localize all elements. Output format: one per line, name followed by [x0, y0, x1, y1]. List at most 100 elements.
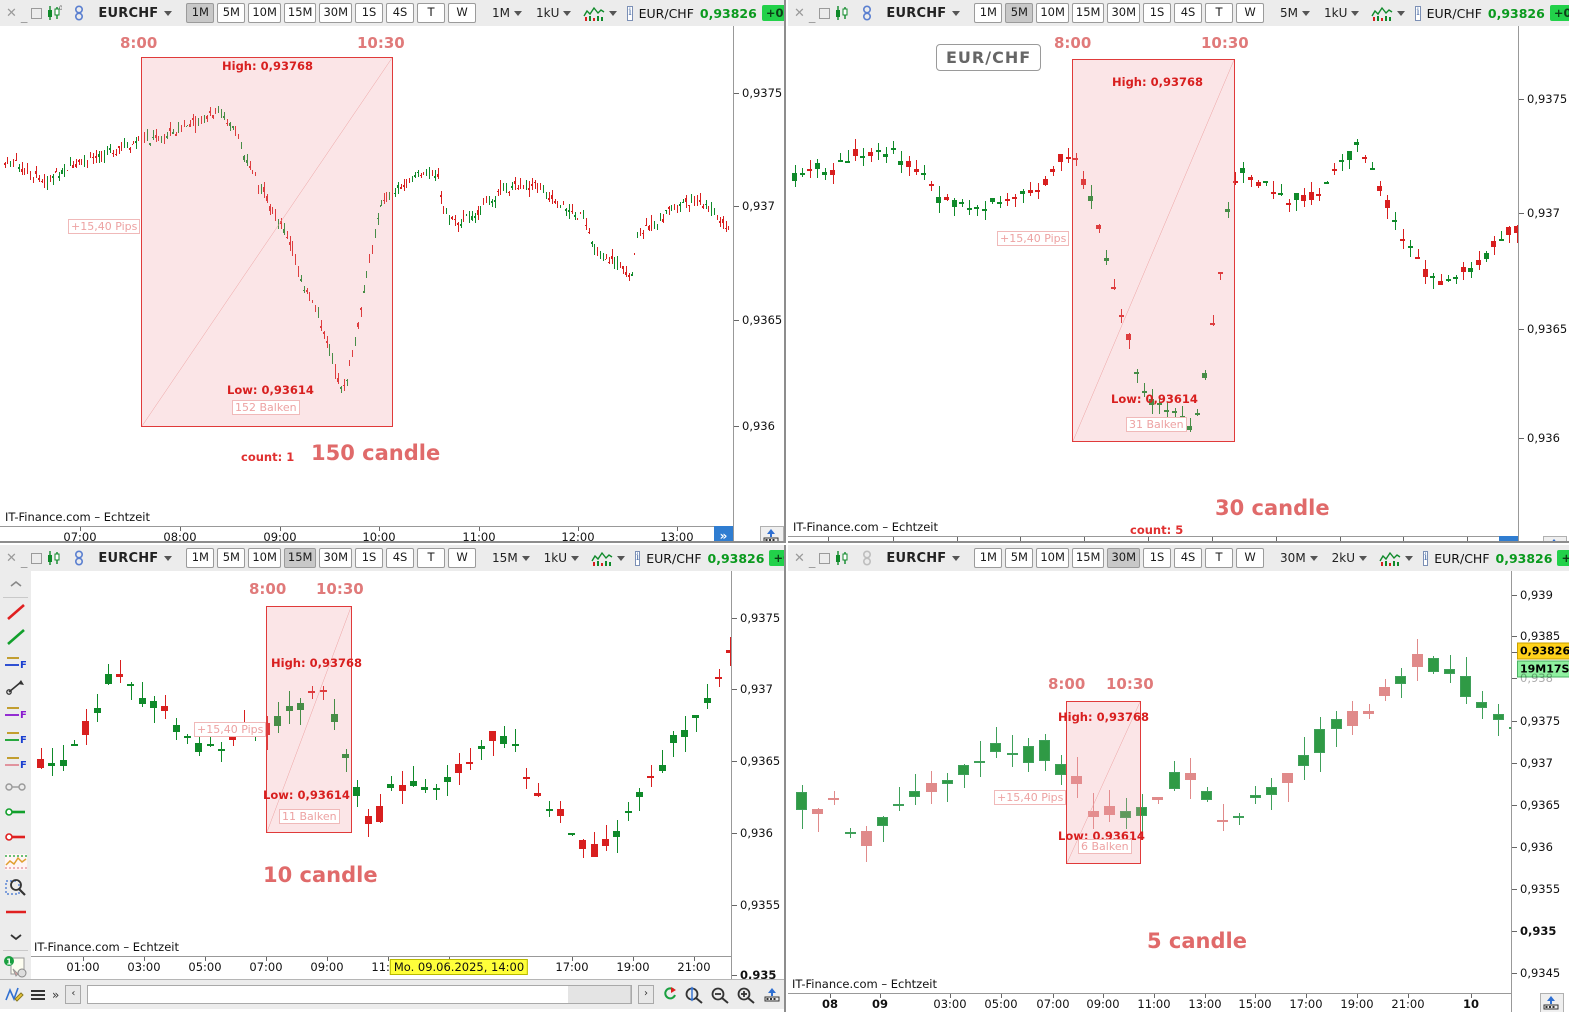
chevron-down-icon[interactable]: [609, 10, 618, 16]
tf-button-10m[interactable]: 10M: [1036, 3, 1069, 23]
chevron-down-icon[interactable]: [1397, 10, 1406, 16]
tf-button-1m[interactable]: 1M: [186, 3, 215, 23]
tf-button-15m[interactable]: 15M: [1071, 3, 1105, 23]
fast-forward-icon[interactable]: »: [714, 526, 733, 541]
tf-button-t[interactable]: T: [417, 548, 446, 568]
selection-rectangle-top-left[interactable]: [141, 57, 393, 427]
info-icon[interactable]: i: [635, 550, 641, 566]
tf-button-1m[interactable]: 1M: [974, 3, 1003, 23]
tf-button-w[interactable]: W: [448, 3, 477, 23]
close-icon[interactable]: ✕: [6, 550, 17, 566]
price-axis-top-left[interactable]: 0,9375 0,937 0,9365 0,936: [733, 26, 784, 541]
pencil-icon[interactable]: [4, 985, 24, 1005]
scroll-left-icon[interactable]: ‹: [65, 985, 82, 1004]
zoom-out-icon[interactable]: [710, 986, 730, 1004]
indicator-icon[interactable]: [1379, 550, 1401, 567]
tf-button-30m[interactable]: 30M: [319, 548, 353, 568]
close-icon[interactable]: ✕: [6, 5, 17, 21]
tf-button-1m[interactable]: 1M: [186, 548, 215, 568]
candle-icon[interactable]: [834, 549, 850, 567]
tf-button-5m[interactable]: 5M: [217, 3, 246, 23]
scrollbar-thumb[interactable]: [568, 986, 631, 1003]
tf-button-5m[interactable]: 5M: [1005, 3, 1034, 23]
unit-select-bottom-left[interactable]: 1kU: [542, 551, 581, 565]
maximize-icon[interactable]: [31, 552, 43, 564]
info-icon[interactable]: i: [1423, 550, 1429, 566]
link-icon[interactable]: [72, 549, 86, 567]
ray-green-icon[interactable]: [0, 799, 31, 824]
chevron-down-icon[interactable]: [952, 555, 961, 561]
symbol-label-bottom-right[interactable]: EURCHF: [886, 550, 947, 566]
chevron-down-icon[interactable]: [164, 10, 173, 16]
close-icon[interactable]: ✕: [794, 550, 805, 566]
info-icon[interactable]: i: [1415, 5, 1421, 21]
tf-button-5m[interactable]: 5M: [217, 548, 246, 568]
maximize-icon[interactable]: [31, 7, 43, 19]
maximize-icon[interactable]: [819, 552, 831, 564]
tf-button-w[interactable]: W: [1236, 548, 1265, 568]
axis-settings-icon[interactable]: [1543, 536, 1567, 541]
tf-button-1s[interactable]: 1S: [1143, 548, 1172, 568]
minimize-icon[interactable]: _: [20, 553, 28, 569]
price-axis-bottom-left[interactable]: 0,9375 0,937 0,9365 0,936 0,9355 0,935: [731, 571, 784, 982]
info-icon[interactable]: i: [627, 5, 633, 21]
unit-select-top-left[interactable]: 1kU: [534, 6, 573, 20]
indicator-icon[interactable]: [591, 550, 613, 567]
ray-red-icon[interactable]: [0, 824, 31, 849]
selection-rectangle-bottom-right[interactable]: [1066, 701, 1141, 864]
tf-button-w[interactable]: W: [1236, 3, 1265, 23]
fibonacci-green-icon[interactable]: F: [0, 724, 31, 749]
zoom-in-icon[interactable]: [736, 986, 756, 1004]
tf-button-30m[interactable]: 30M: [1107, 3, 1141, 23]
tf-button-t[interactable]: T: [1205, 3, 1234, 23]
chevron-down-icon[interactable]: [164, 555, 173, 561]
tf-button-15m[interactable]: 15M: [283, 548, 317, 568]
horizontal-line-icon[interactable]: [0, 899, 31, 924]
close-icon[interactable]: ✕: [794, 5, 805, 21]
trendline-red-icon[interactable]: [0, 599, 31, 624]
candle-icon[interactable]: 0: [46, 4, 63, 22]
symbol-label-top-right[interactable]: EURCHF: [886, 5, 947, 21]
chart-area-bottom-left[interactable]: 0,9375 0,937 0,9365 0,936 0,9355 0,935 8…: [31, 571, 784, 982]
tf-button-5m[interactable]: 5M: [1005, 548, 1034, 568]
timeframe-select-top-right[interactable]: 5M: [1278, 6, 1312, 20]
tf-button-t[interactable]: T: [1205, 548, 1234, 568]
tf-button-15m[interactable]: 15M: [283, 3, 317, 23]
zoom-fit-icon[interactable]: [684, 986, 704, 1004]
unit-select-bottom-right[interactable]: 2kU: [1330, 551, 1369, 565]
expand-right-icon[interactable]: »: [52, 987, 60, 1002]
tf-button-4s[interactable]: 4S: [1174, 3, 1203, 23]
tf-button-4s[interactable]: 4S: [1174, 548, 1203, 568]
arrow-icon[interactable]: [0, 674, 31, 699]
tf-button-30m[interactable]: 30M: [319, 3, 353, 23]
selection-rectangle-bottom-left[interactable]: [266, 606, 352, 833]
link-icon[interactable]: [860, 549, 874, 567]
timeframe-select-bottom-right[interactable]: 30M: [1278, 551, 1320, 565]
time-axis-top-left[interactable]: 07:00 08:00 09:00 10:00 11:00 12:00 13:0…: [0, 526, 733, 541]
tf-button-1m[interactable]: 1M: [974, 548, 1003, 568]
tf-button-4s[interactable]: 4S: [386, 3, 415, 23]
chevron-down-icon[interactable]: [952, 10, 961, 16]
chart-area-top-right[interactable]: 0,9375 0,937 0,9365 0,936 EUR/CHF 8:00 1…: [788, 26, 1569, 541]
minimize-icon[interactable]: _: [20, 8, 28, 24]
time-axis-top-right[interactable]: 04:00 05:00 06:00 07:00 08:00 09:00 10:0…: [788, 536, 1518, 541]
tf-button-w[interactable]: W: [448, 548, 477, 568]
maximize-icon[interactable]: [819, 7, 831, 19]
symbol-label-bottom-left[interactable]: EURCHF: [98, 550, 159, 566]
link-icon[interactable]: [860, 4, 874, 22]
axis-settings-icon[interactable]: [762, 986, 782, 1003]
time-axis-bottom-left[interactable]: 01:00 03:00 05:00 07:00 09:00 11:00 Mo. …: [31, 956, 731, 978]
axis-settings-icon[interactable]: [1540, 993, 1564, 1012]
chevron-down-icon[interactable]: [617, 555, 626, 561]
tf-button-1s[interactable]: 1S: [355, 548, 384, 568]
hamburger-menu-icon[interactable]: [30, 988, 46, 1002]
candle-icon[interactable]: [834, 4, 850, 22]
tf-button-t[interactable]: T: [417, 3, 446, 23]
tf-button-15m[interactable]: 15M: [1071, 548, 1105, 568]
magnifier-icon[interactable]: [0, 874, 31, 899]
channel-icon[interactable]: [0, 849, 31, 874]
tf-button-1s[interactable]: 1S: [355, 3, 384, 23]
chevron-down-icon[interactable]: [1405, 555, 1414, 561]
tf-button-1s[interactable]: 1S: [1143, 3, 1172, 23]
price-axis-top-right[interactable]: 0,9375 0,937 0,9365 0,936: [1518, 26, 1569, 541]
